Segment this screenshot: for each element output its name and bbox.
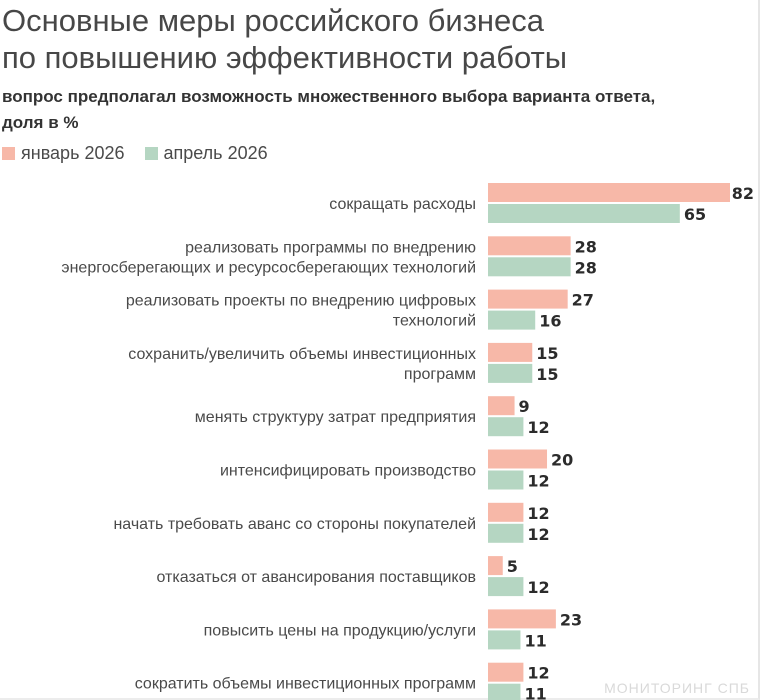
bar-april: [488, 523, 524, 543]
bar-april: [488, 630, 521, 650]
title-line-2: по повышению эффективности работы: [2, 40, 568, 75]
data-label-april: 11: [524, 685, 546, 700]
bar-january: [488, 502, 524, 522]
data-label-january: 82: [732, 184, 754, 203]
subtitle-line-2: доля в %: [2, 113, 79, 132]
bar-january: [488, 342, 533, 362]
bar-january: [488, 289, 568, 309]
legend-label-january: январь 2026: [21, 143, 125, 163]
title-line-1: Основные меры российского бизнеса: [2, 3, 545, 38]
bar-january: [488, 236, 571, 256]
chart-subtitle: вопрос предполагал возможность множестве…: [2, 84, 742, 136]
data-label-april: 28: [575, 258, 597, 277]
data-label-april: 65: [684, 205, 706, 224]
data-label-january: 20: [551, 451, 573, 470]
bar-january: [488, 662, 524, 682]
category-label: реализовать проекты по внедрению цифровы…: [126, 293, 476, 310]
bar-april: [488, 257, 571, 277]
bar-april: [488, 683, 521, 700]
data-label-january: 27: [572, 291, 594, 310]
data-label-april: 16: [539, 312, 561, 331]
category-label: сокращать расходы: [329, 196, 476, 213]
legend: январь 2026 апрель 2026: [2, 143, 288, 164]
bar-april: [488, 204, 680, 223]
legend-swatch-april: [144, 147, 158, 160]
legend-item-january: январь 2026: [2, 143, 125, 164]
bar-april: [488, 417, 524, 437]
data-label-april: 12: [527, 472, 549, 491]
legend-label-april: апрель 2026: [163, 143, 268, 163]
data-label-january: 5: [507, 557, 518, 576]
data-label-january: 12: [527, 664, 549, 683]
data-label-january: 15: [536, 344, 558, 363]
category-label: сократить объемы инвестиционных программ: [135, 676, 476, 693]
legend-swatch-january: [2, 147, 15, 160]
bar-april: [488, 310, 536, 330]
chart-title: Основные меры российского бизнеса по пов…: [2, 2, 702, 76]
category-label: реализовать программы по внедрению: [185, 239, 476, 256]
category-label: отказаться от авансирования поставщиков: [157, 569, 477, 586]
data-label-april: 12: [527, 418, 549, 437]
bar-january: [488, 609, 556, 629]
bar-january: [488, 183, 730, 202]
data-label-january: 28: [575, 237, 597, 256]
category-label: начать требовать аванс со стороны покупа…: [113, 516, 476, 533]
bar-april: [488, 577, 524, 597]
bar-april: [488, 363, 533, 383]
category-label: интенсифицировать производство: [220, 463, 476, 480]
watermark: МОНИТОРИНГ СПБ: [604, 680, 750, 696]
category-label: повысить цены на продукцию/услуги: [204, 622, 476, 639]
bar-january: [488, 449, 548, 469]
legend-item-april: апрель 2026: [144, 143, 268, 164]
data-label-april: 11: [524, 631, 546, 650]
category-label: сохранить/увеличить объемы инвестиционны…: [128, 346, 476, 363]
bar-january: [488, 396, 515, 416]
data-label-january: 23: [560, 610, 582, 629]
data-label-january: 9: [519, 397, 530, 416]
bar-april: [488, 470, 524, 490]
category-label: менять структуру затрат предприятия: [195, 409, 476, 426]
category-label: технологий: [393, 313, 476, 330]
data-label-january: 12: [527, 504, 549, 523]
bar-january: [488, 556, 503, 576]
data-label-april: 15: [536, 365, 558, 384]
data-label-april: 12: [527, 525, 549, 544]
category-label: программ: [404, 366, 476, 383]
subtitle-line-1: вопрос предполагал возможность множестве…: [2, 87, 656, 106]
data-label-april: 12: [527, 578, 549, 597]
category-label: энергосберегающих и ресурсосберегающих т…: [61, 259, 476, 276]
